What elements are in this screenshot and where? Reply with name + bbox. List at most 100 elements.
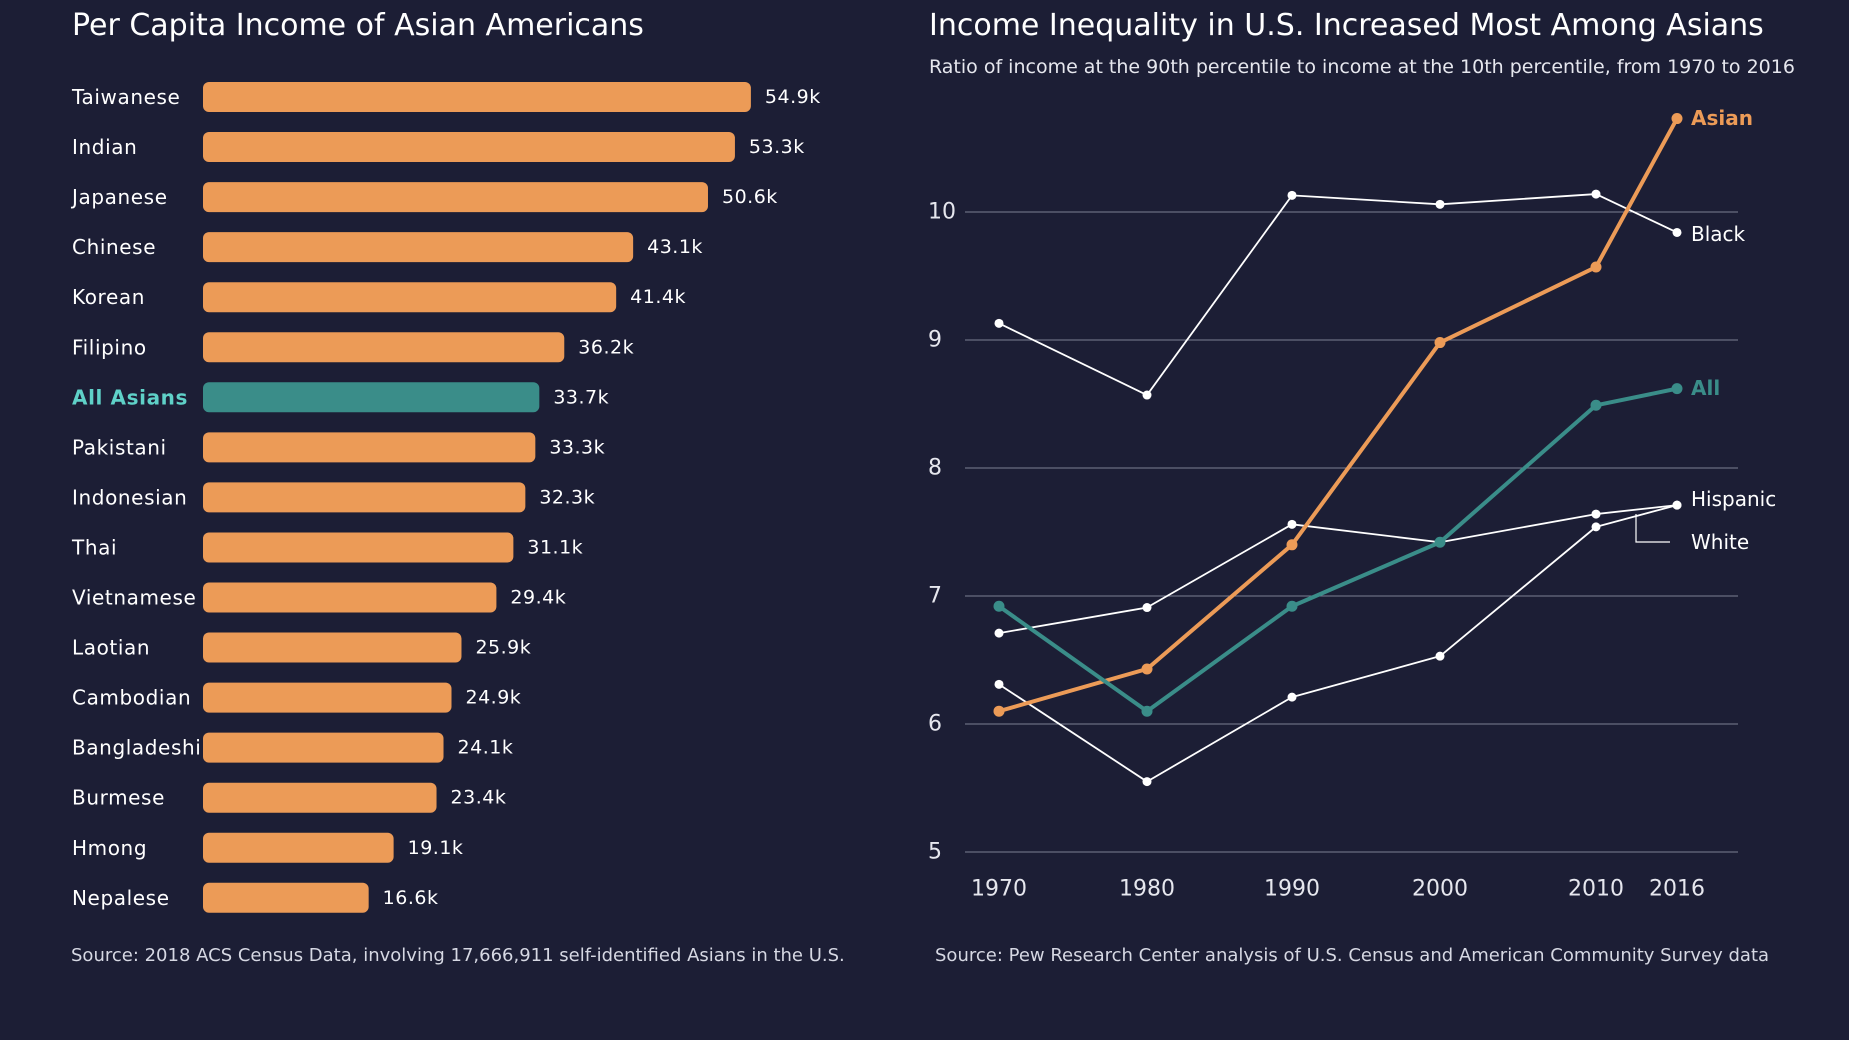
data-point [994,628,1004,638]
data-point [1434,337,1446,349]
y-tick-label: 8 [928,456,942,481]
y-tick-label: 5 [928,840,942,865]
bar-category-label: Vietnamese [72,586,196,610]
bar [203,182,708,213]
bar-chart-title: Per Capita Income of Asian Americans [72,8,644,43]
data-point [1141,705,1153,717]
data-point [1435,199,1445,209]
bar [203,532,514,563]
bar-row: Pakistani 33.3k [72,432,605,463]
inequality-line-chart-panel: Income Inequality in U.S. Increased Most… [900,0,1849,1040]
bar [203,882,369,913]
data-point [1287,519,1297,529]
bar [203,732,444,763]
bar-row: Filipino 36.2k [72,332,634,363]
bar-row: Hmong 19.1k [72,832,464,863]
bar-category-label: Taiwanese [71,85,180,109]
bar-value-label: 19.1k [408,837,464,859]
bar-category-label: Indonesian [72,485,187,509]
bar-value-label: 23.4k [451,787,507,809]
data-point [1591,522,1601,532]
data-point [993,705,1005,717]
bar [203,582,497,613]
bar-value-label: 33.3k [549,436,605,458]
data-point [1435,651,1445,661]
bar-category-label: Chinese [72,235,156,259]
line-chart-source: Source: Pew Research Center analysis of … [935,945,1770,966]
bar-row: Korean 41.4k [72,282,685,313]
y-tick-label: 9 [928,328,942,353]
bar-row: Cambodian 24.9k [72,682,522,713]
bar-category-label: Japanese [70,185,168,209]
data-point [994,318,1004,328]
bar-value-label: 24.9k [466,687,522,709]
bar [203,282,617,313]
bar-row: All Asians 33.7k [72,382,609,413]
x-tick-label: 1980 [1119,877,1175,902]
bar-value-label: 25.9k [475,637,531,659]
series-line [998,504,1678,635]
bar-row: Burmese 23.4k [72,782,507,813]
bar-row: Japanese 50.6k [70,182,777,213]
bar-value-label: 53.3k [749,136,805,158]
series-end-label: White [1691,530,1749,554]
bar [203,382,540,413]
series-end-label: Hispanic [1691,487,1776,511]
bar-value-label: 16.6k [383,887,439,909]
bar [203,782,437,813]
data-point [1434,536,1446,548]
data-point [1591,509,1601,519]
bar-row: Taiwanese 54.9k [71,82,820,112]
y-tick-label: 7 [928,584,942,609]
data-point [1286,600,1298,612]
bar-category-label: Cambodian [72,686,191,710]
bar-row: Indian 53.3k [72,132,805,163]
data-point [1672,227,1682,237]
data-point [1591,189,1601,199]
line-chart-subtitle: Ratio of income at the 90th percentile t… [929,56,1795,78]
bar-row: Thai 31.1k [71,532,583,563]
series-line [998,504,1678,783]
data-point [1671,113,1683,125]
bar-row: Indonesian 32.3k [72,482,595,513]
bar-category-label: Korean [72,285,145,309]
data-point [1141,663,1153,675]
bar-row: Nepalese 16.6k [72,882,439,913]
bar-row: Bangladeshi 24.1k [72,732,514,763]
data-point [1672,500,1682,510]
series-line [997,386,1679,714]
bar-value-label: 24.1k [458,737,514,759]
series-end-label: Asian [1691,106,1753,130]
bar-category-label: Filipino [72,335,147,359]
bar-category-label: Hmong [72,836,147,860]
income-bar-chart-panel: Per Capita Income of Asian Americans Tai… [0,0,880,1040]
bar-chart: Taiwanese 54.9k Indian 53.3k Japanese 50.6k Ch… [70,82,820,913]
bar-row: Vietnamese 29.4k [72,582,566,613]
bar-value-label: 33.7k [553,386,609,408]
series-line [997,116,1679,714]
data-point [994,679,1004,689]
bar-value-label: 31.1k [527,536,583,558]
bar [203,132,735,163]
data-point [1590,399,1602,411]
bar-chart-source: Source: 2018 ACS Census Data, involving … [71,945,845,966]
bar [203,832,394,863]
data-point [1671,383,1683,395]
x-tick-label: 2000 [1412,877,1468,902]
data-point [1287,692,1297,702]
bar [203,332,565,363]
bar [203,82,751,112]
bar-value-label: 43.1k [647,236,703,258]
series-white [994,500,1682,787]
bar-value-label: 32.3k [539,486,595,508]
data-point [1287,190,1297,200]
bar-category-label: Thai [71,535,117,559]
bar-row: Laotian 25.9k [72,632,531,663]
line-chart: 5 6 7 8 9 10 1970 1980 1990 2000 2010 2016 Asian Blac… [928,106,1776,902]
series-line [998,193,1678,396]
bar [203,432,536,463]
white-label-leader [1635,514,1670,543]
bar-category-label: Pakistani [72,435,167,459]
bar-category-label: Indian [72,135,137,159]
data-point [1590,261,1602,273]
